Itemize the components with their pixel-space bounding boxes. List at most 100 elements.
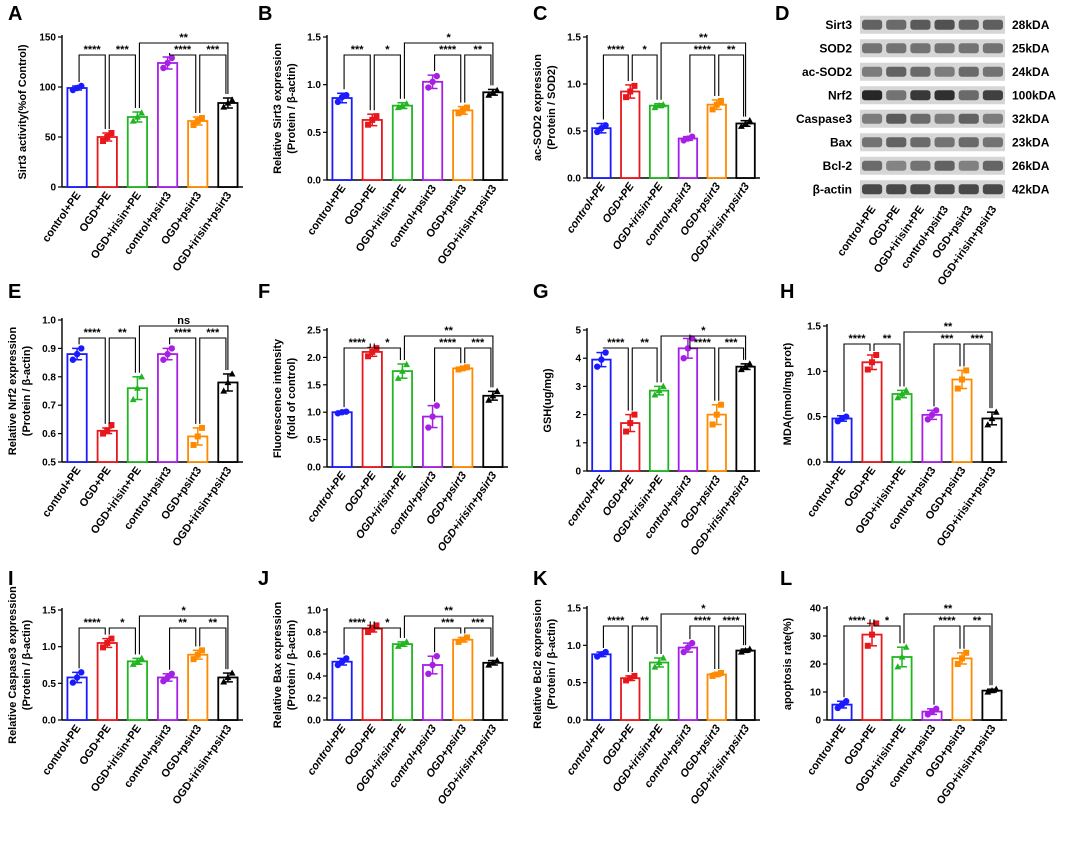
bar-0 bbox=[331, 97, 353, 181]
data-point bbox=[493, 387, 501, 394]
y-axis-label-2: (Protein / β-actin) bbox=[21, 619, 33, 710]
significance-label: ** bbox=[640, 337, 649, 349]
category-label: OGD+irisin+psirt3 bbox=[171, 465, 235, 549]
data-point bbox=[489, 88, 497, 95]
panel-letter: A bbox=[8, 3, 22, 25]
data-point bbox=[933, 705, 940, 712]
significance-bracket bbox=[403, 42, 494, 99]
data-point bbox=[873, 352, 880, 359]
data-point bbox=[220, 103, 228, 110]
data-point bbox=[343, 91, 350, 99]
data-point bbox=[869, 359, 875, 366]
blot-band bbox=[862, 184, 883, 195]
significance-bracket bbox=[602, 347, 629, 411]
bar-0 bbox=[66, 87, 88, 188]
bar-1 bbox=[620, 90, 641, 179]
blot-band bbox=[862, 19, 883, 30]
y-tick-label: 0.4 bbox=[307, 672, 321, 683]
data-point bbox=[100, 644, 107, 651]
data-point bbox=[959, 376, 965, 383]
blot-band bbox=[934, 43, 955, 54]
data-point bbox=[746, 645, 754, 652]
significance-bracket bbox=[963, 343, 991, 409]
bar-3 bbox=[422, 80, 444, 181]
data-point bbox=[493, 657, 501, 664]
y-tick-label: 30 bbox=[810, 632, 822, 643]
significance-bracket bbox=[631, 54, 658, 100]
y-axis-label-2: (fold of control) bbox=[286, 358, 298, 440]
significance-bracket bbox=[963, 625, 991, 686]
bar-0 bbox=[331, 411, 353, 468]
data-point bbox=[651, 391, 659, 398]
data-point bbox=[365, 353, 372, 360]
bar-3 bbox=[157, 62, 179, 188]
panel-letter: J bbox=[258, 568, 269, 590]
data-point bbox=[228, 370, 236, 377]
data-point bbox=[594, 363, 601, 370]
significance-label: **** bbox=[84, 617, 102, 629]
blot-band bbox=[958, 90, 979, 101]
significance-bracket bbox=[602, 54, 629, 120]
blot-band bbox=[862, 137, 883, 148]
bar-2 bbox=[126, 660, 148, 721]
significance-label: ** bbox=[209, 617, 218, 629]
blot-band bbox=[934, 184, 955, 195]
panel-I: I 0.0 0.5 1.0 1.5 Relative Caspase3 expressio… bbox=[7, 568, 243, 807]
blot-protein-label: Caspase3 bbox=[796, 112, 852, 126]
data-point bbox=[403, 100, 411, 107]
blot-band bbox=[886, 113, 907, 124]
bar-5 bbox=[217, 102, 239, 188]
y-axis-label: Relative Caspase3 expression bbox=[7, 586, 19, 744]
bar-5 bbox=[482, 394, 504, 468]
data-point bbox=[224, 673, 232, 681]
blot-band bbox=[934, 160, 955, 171]
bar-4 bbox=[951, 378, 973, 463]
data-point bbox=[713, 411, 720, 418]
significance-label: **** bbox=[349, 617, 367, 629]
panel-K: K 0.0 0.5 1.0 1.5 Relative Bcl2 expression (Pr… bbox=[532, 568, 760, 807]
y-tick-label: 0.0 bbox=[567, 174, 581, 185]
significance-bracket bbox=[631, 625, 658, 672]
y-tick-label: 0 bbox=[575, 467, 581, 478]
data-point bbox=[228, 96, 236, 103]
data-point bbox=[489, 659, 497, 666]
data-point bbox=[399, 640, 406, 647]
data-point bbox=[129, 117, 137, 124]
panel-J: J 0.0 0.2 0.4 0.6 0.8 1.0 Relative Bax expressi… bbox=[258, 568, 508, 807]
data-point bbox=[864, 642, 871, 649]
significance-bracket bbox=[689, 54, 716, 133]
panel-C: C 0.0 0.5 1.0 1.5 ac-SOD2 expression (Protein … bbox=[532, 3, 760, 265]
category-label: OGD+irisin+psirt3 bbox=[436, 723, 500, 807]
y-tick-label: 0.5 bbox=[567, 127, 581, 138]
bar-5 bbox=[217, 381, 239, 463]
panel-letter: H bbox=[780, 281, 794, 303]
data-point bbox=[489, 392, 497, 399]
data-point bbox=[680, 355, 687, 362]
y-axis-label: Fluorescence intensity bbox=[272, 338, 284, 458]
category-label: control+PE bbox=[305, 183, 348, 238]
blot-band bbox=[958, 160, 979, 171]
data-point bbox=[737, 365, 745, 373]
significance-label: **** bbox=[848, 615, 866, 627]
significance-bracket bbox=[373, 343, 401, 360]
blot-band bbox=[934, 19, 955, 30]
significance-label: ** bbox=[973, 615, 982, 627]
y-tick-label: 0.6 bbox=[42, 429, 56, 440]
blot-protein-label: ac-SOD2 bbox=[802, 65, 852, 79]
data-point bbox=[104, 427, 111, 434]
significance-bracket bbox=[343, 343, 371, 408]
panel-letter: L bbox=[780, 568, 792, 590]
data-point bbox=[425, 670, 432, 677]
significance-label: *** bbox=[206, 327, 220, 339]
data-point bbox=[864, 366, 871, 373]
blot-band bbox=[886, 184, 907, 195]
data-point bbox=[129, 395, 137, 403]
blot-band bbox=[934, 66, 955, 77]
data-point bbox=[455, 366, 462, 373]
significance-bracket bbox=[373, 621, 401, 638]
data-point bbox=[190, 441, 197, 448]
significance-bracket bbox=[689, 625, 716, 669]
data-point bbox=[194, 433, 201, 440]
bar-0 bbox=[66, 353, 88, 463]
